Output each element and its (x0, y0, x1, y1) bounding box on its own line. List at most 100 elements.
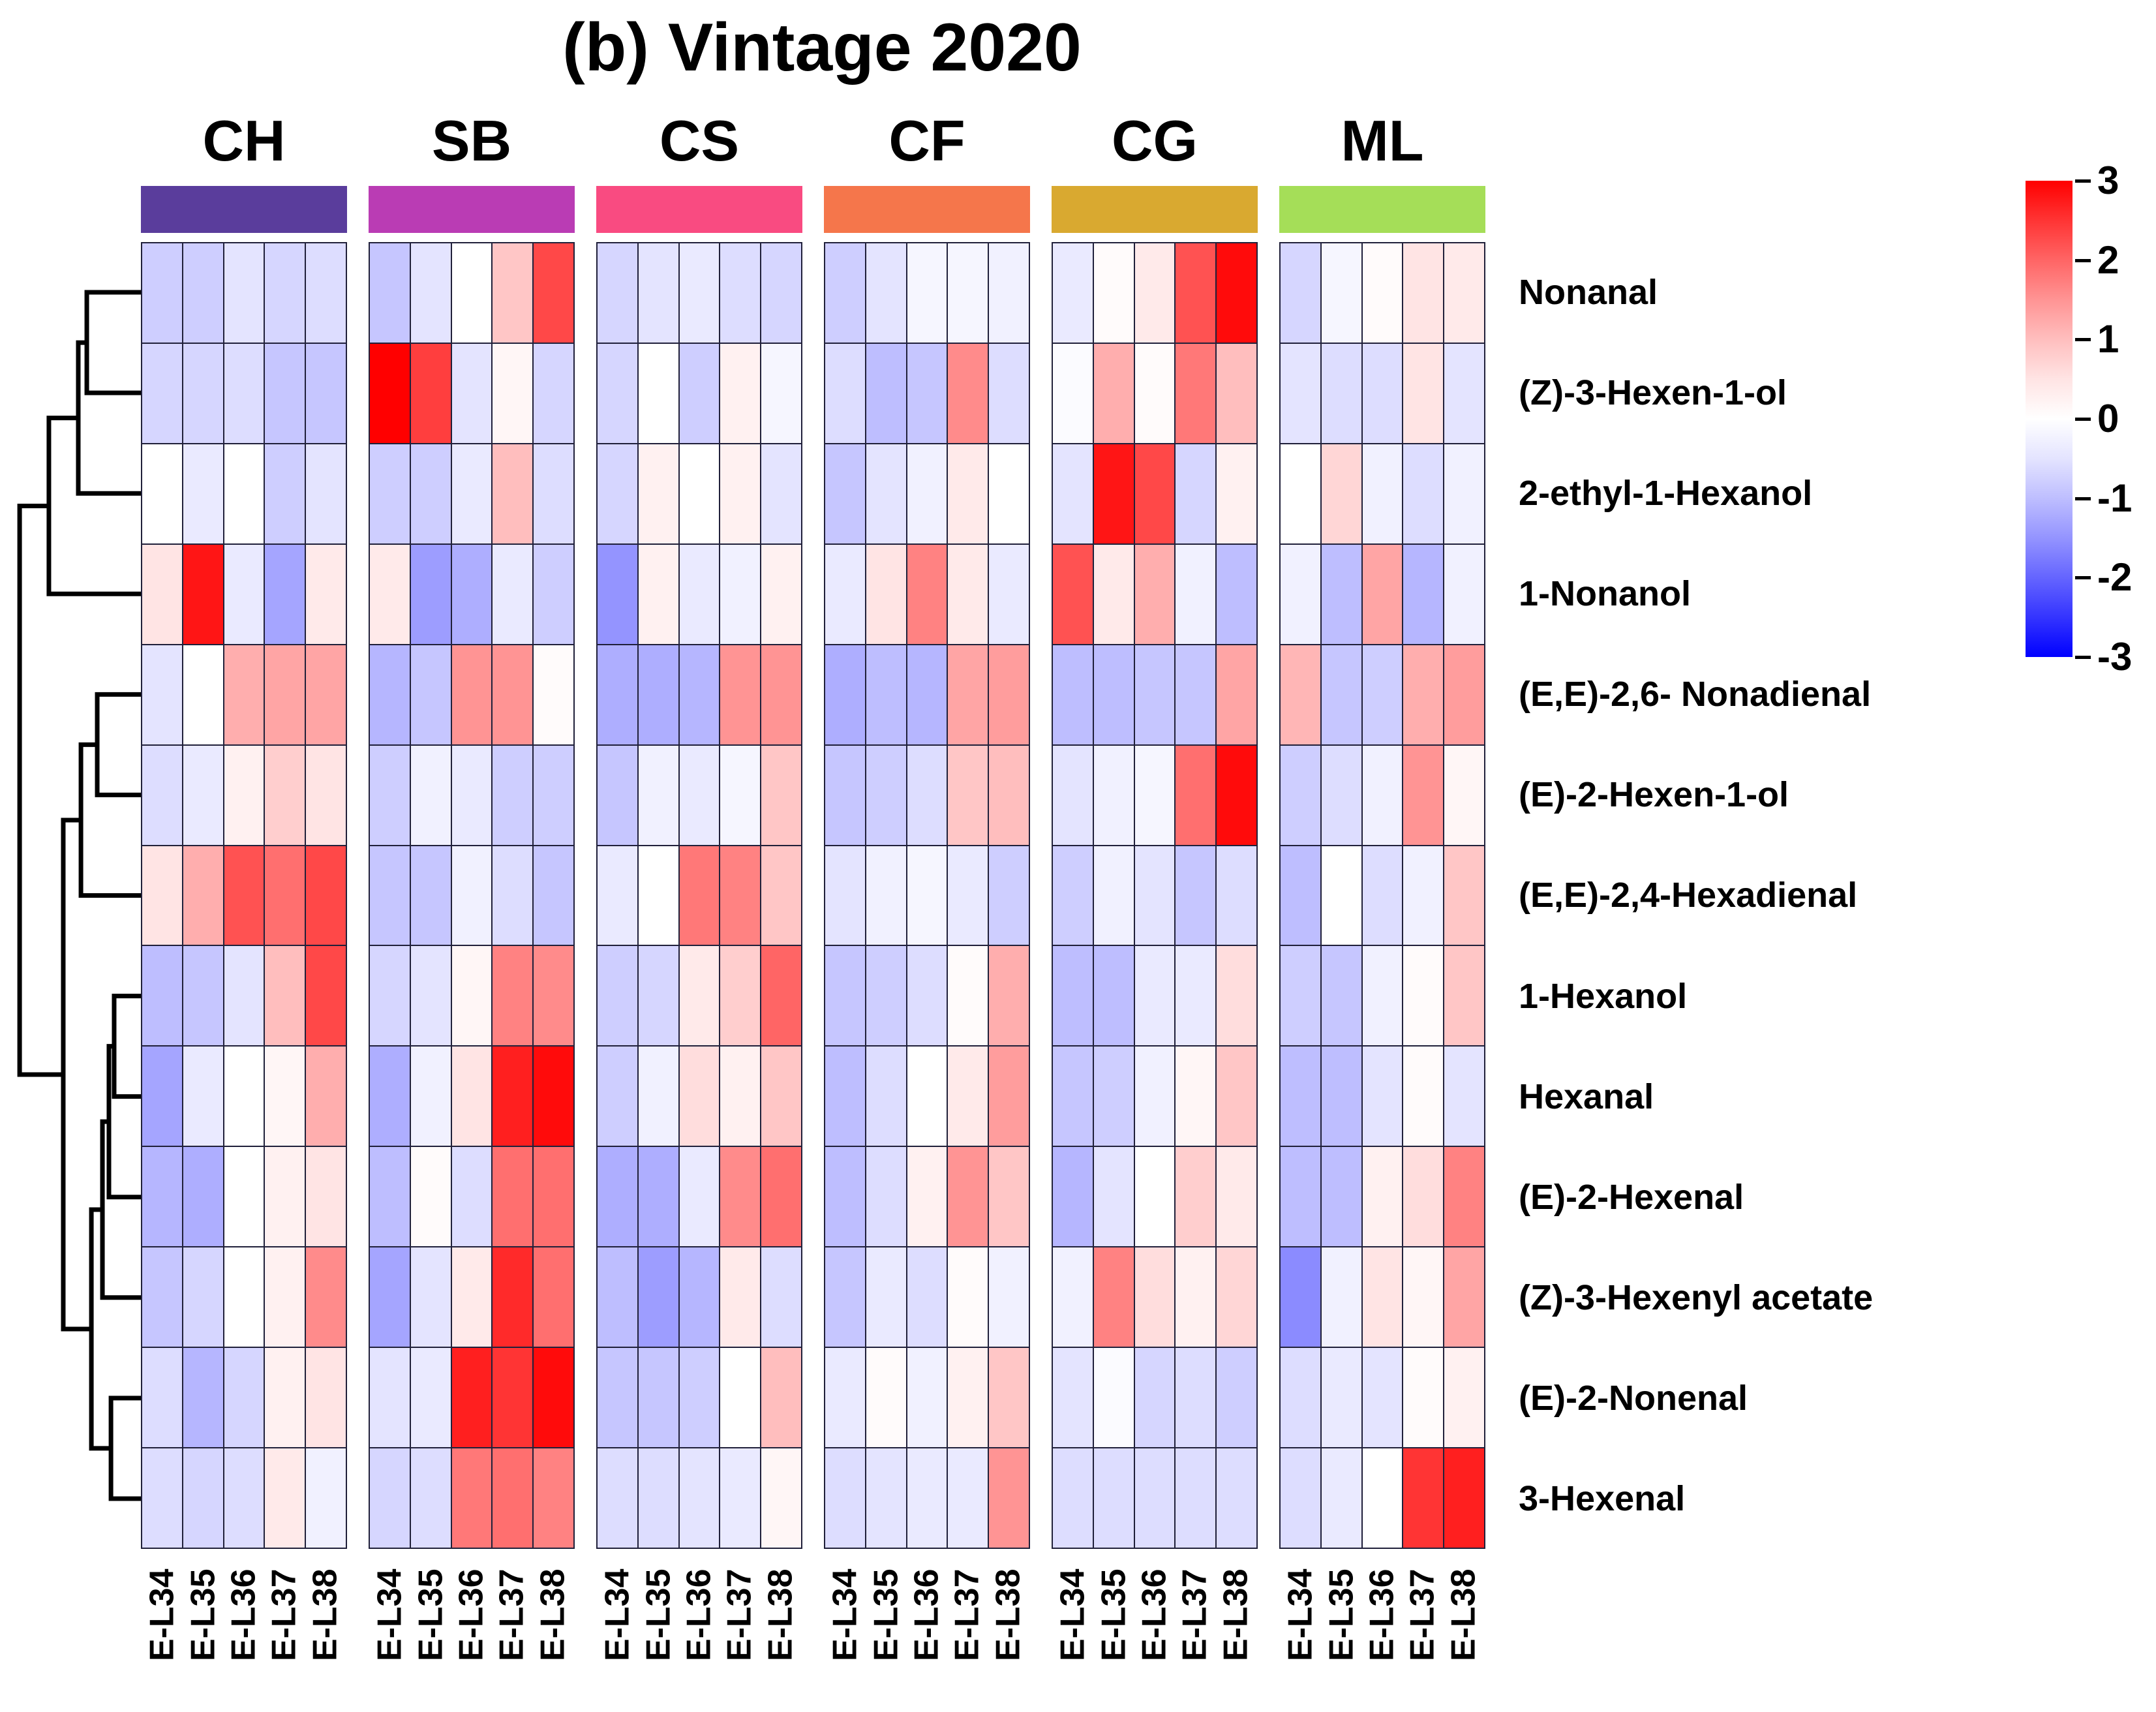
heatmap-cell (598, 745, 637, 845)
heatmap-cell (493, 1247, 533, 1347)
heatmap-cell (370, 544, 410, 644)
heatmap-cell (306, 846, 346, 945)
heatmap-cell (989, 544, 1029, 644)
heatmap-cell (1321, 1047, 1361, 1146)
heatmap-cell (1321, 444, 1361, 543)
heatmap-cell (1321, 1147, 1361, 1247)
heatmap-cell (948, 1047, 988, 1146)
heatmap-cell (1176, 745, 1216, 845)
heatmap-cell (1281, 1348, 1320, 1448)
heatmap-cell (224, 645, 264, 744)
group-color-bar-CH (141, 186, 347, 233)
heatmap-cell (370, 444, 410, 543)
heatmap-cell (493, 1348, 533, 1448)
heatmap-cell (907, 444, 947, 543)
heatmap-cell (598, 1147, 637, 1247)
heatmap-cell (224, 846, 264, 945)
heatmap-cell (1362, 1247, 1403, 1347)
heatmap-cell (1281, 444, 1320, 543)
heatmap-cell (1444, 745, 1484, 845)
heatmap-cell (598, 343, 637, 443)
heatmap-cell (493, 343, 533, 443)
heatmap-cell (265, 243, 305, 343)
column-label-CS-E-L36: E-L36 (680, 1568, 718, 1662)
heatmap-cell (1403, 544, 1444, 644)
heatmap-cell (720, 1047, 761, 1146)
heatmap-cell (866, 444, 906, 543)
heatmap-cell (265, 1348, 305, 1448)
heatmap-cell (761, 1047, 801, 1146)
heatmap-cell (1362, 1047, 1403, 1146)
row-label: Nonanal (1519, 273, 1658, 313)
heatmap-cell (989, 343, 1029, 443)
heatmap-cell (907, 645, 947, 744)
row-label: 1-Hexanol (1519, 976, 1688, 1016)
row-label: (Z)-3-Hexen-1-ol (1519, 373, 1787, 413)
heatmap-cell (1403, 1247, 1444, 1347)
heatmap-cell (1053, 243, 1093, 343)
heatmap-cell (142, 1247, 182, 1347)
heatmap-cell (1217, 544, 1256, 644)
heatmap-cell (866, 544, 906, 644)
colorbar-tick-label: -2 (2097, 555, 2133, 600)
heatmap-cell (1093, 946, 1134, 1046)
heatmap-cell (1403, 1348, 1444, 1448)
heatmap-cell (1321, 1448, 1361, 1548)
heatmap-cell (1053, 343, 1093, 443)
heatmap-cell (1403, 745, 1444, 845)
heatmap-cell (866, 1348, 906, 1448)
heatmap-cell (989, 645, 1029, 744)
heatmap-cell (410, 946, 451, 1046)
heatmap-cell (948, 645, 988, 744)
heatmap-cell (451, 1247, 492, 1347)
heatmap-cell (1403, 1047, 1444, 1146)
heatmap-cell (1093, 745, 1134, 845)
heatmap-cell (370, 1348, 410, 1448)
heatmap-cell (1176, 1448, 1216, 1548)
heatmap-cell (720, 645, 761, 744)
heatmap-cell (1321, 1348, 1361, 1448)
heatmap-cell (720, 745, 761, 845)
row-label: (Z)-3-Hexenyl acetate (1519, 1277, 1874, 1317)
heatmap-cell (410, 846, 451, 945)
heatmap-cell (534, 745, 573, 845)
heatmap-cell (534, 645, 573, 744)
heatmap-cell (761, 444, 801, 543)
colorbar-tick-mark (2075, 338, 2091, 342)
heatmap-cell (1134, 1147, 1175, 1247)
heatmap-cell (534, 1348, 573, 1448)
heatmap-cell (1053, 645, 1093, 744)
row-label: (E,E)-2,4-Hexadienal (1519, 876, 1858, 915)
colorbar-tick-mark (2075, 656, 2091, 659)
heatmap-cell (1281, 645, 1320, 744)
heatmap-cell (265, 846, 305, 945)
heatmap-cell (866, 1047, 906, 1146)
heatmap-cell (825, 846, 865, 945)
heatmap-cell (142, 1448, 182, 1548)
heatmap-cell (1053, 444, 1093, 543)
heatmap-cell (1093, 544, 1134, 644)
heatmap-cell (1176, 846, 1216, 945)
heatmap-cell (948, 1348, 988, 1448)
heatmap-cell (638, 1247, 678, 1347)
heatmap-cell (1321, 846, 1361, 945)
heatmap-cell (1281, 243, 1320, 343)
heatmap-cell (638, 1348, 678, 1448)
heatmap-cell (679, 1448, 720, 1548)
heatmap-cell (142, 1047, 182, 1146)
heatmap-cell (720, 544, 761, 644)
heatmap-cell (948, 544, 988, 644)
heatmap-cell (948, 846, 988, 945)
heatmap-cell (306, 1348, 346, 1448)
column-label-CS-E-L37: E-L37 (720, 1568, 759, 1662)
heatmap-cell (224, 544, 264, 644)
heatmap-cell (1134, 846, 1175, 945)
heatmap-cell (1403, 444, 1444, 543)
heatmap-cell (142, 1147, 182, 1247)
group-color-bar-SB (369, 186, 575, 233)
heatmap-cell (825, 1047, 865, 1146)
heatmap-cell (1217, 846, 1256, 945)
column-label-SB-E-L37: E-L37 (493, 1568, 531, 1662)
heatmap-cell (1093, 1047, 1134, 1146)
heatmap-cell (1403, 343, 1444, 443)
